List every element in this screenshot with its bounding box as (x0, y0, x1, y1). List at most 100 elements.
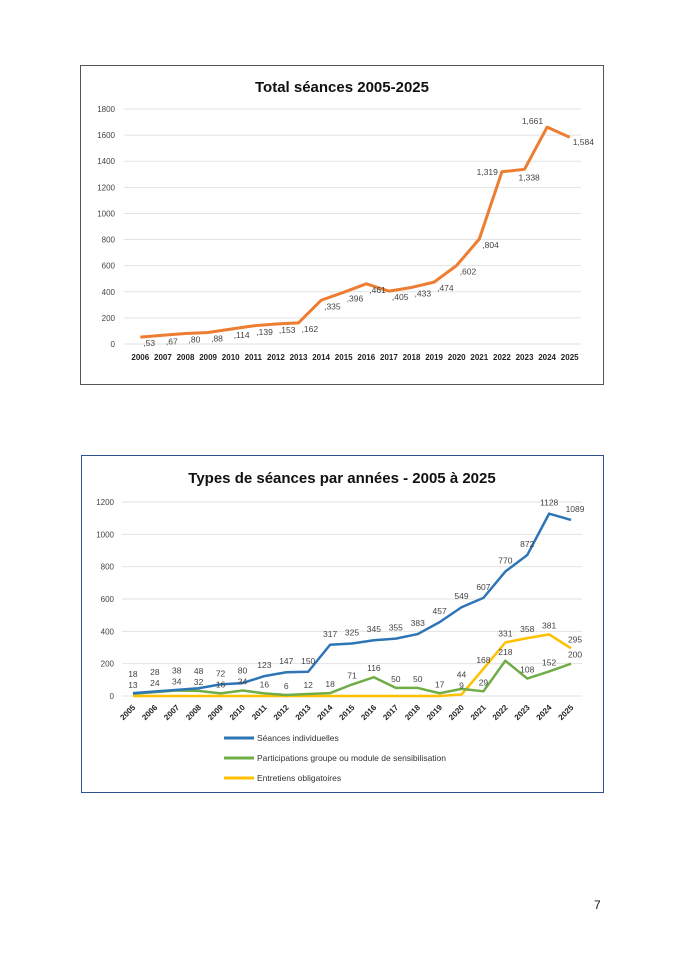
x-tick-label: 2011 (250, 703, 269, 722)
x-tick-label: 2025 (557, 703, 576, 722)
series-line-1 (132, 659, 572, 697)
data-label-seances-individuelles: 457 (433, 606, 447, 616)
x-tick-label: 2005 (118, 703, 137, 722)
y-tick-label: 800 (101, 563, 115, 572)
chart-title: Total séances 2005-2025 (255, 79, 429, 96)
y-tick-label: 1200 (97, 183, 115, 192)
x-tick-label: 2008 (177, 353, 195, 362)
data-label: ,153 (279, 325, 296, 335)
data-label: ,602 (460, 266, 477, 276)
data-label-seances-individuelles: 325 (345, 627, 359, 637)
data-label: 1,338 (519, 172, 541, 182)
data-label: ,67 (166, 336, 178, 346)
data-label-entretiens: 295 (568, 634, 582, 644)
data-label-participations: 34 (238, 677, 248, 687)
x-tick-label: 2017 (381, 703, 400, 722)
x-tick-label: 2013 (290, 353, 308, 362)
x-tick-label: 2013 (294, 703, 313, 722)
x-tick-label: 2020 (448, 353, 466, 362)
x-tick-label: 2011 (245, 353, 263, 362)
data-label-seances-individuelles: 383 (411, 618, 425, 628)
data-label: ,80 (189, 335, 201, 345)
page-number: 7 (594, 898, 601, 912)
types-seances-chart: Types de séances par années - 2005 à 202… (81, 455, 604, 793)
data-label-participations: 218 (498, 647, 512, 657)
data-label: ,53 (143, 338, 155, 348)
data-label-participations: 32 (194, 677, 204, 687)
x-tick-label: 2006 (131, 353, 149, 362)
data-label-participations: 152 (542, 657, 556, 667)
types-seances-svg: Types de séances par années - 2005 à 202… (96, 470, 585, 783)
data-label-participations: 34 (172, 677, 182, 687)
data-label-seances-individuelles: 150 (301, 656, 315, 666)
x-tick-label: 2014 (312, 353, 330, 362)
x-tick-label: 2017 (380, 353, 398, 362)
series-line-total (140, 125, 571, 339)
data-label-seances-individuelles: 72 (216, 668, 226, 678)
x-tick-label: 2015 (337, 703, 356, 722)
x-tick-label: 2015 (335, 353, 353, 362)
y-tick-label: 1600 (97, 131, 115, 140)
data-label-participations: 108 (520, 665, 534, 675)
data-label-seances-individuelles: 28 (150, 667, 160, 677)
x-tick-label: 2006 (140, 703, 159, 722)
y-tick-label: 400 (101, 627, 115, 636)
x-tick-label: 2024 (535, 703, 554, 722)
legend-label: Entretiens obligatoires (257, 773, 341, 783)
x-tick-label: 2023 (513, 703, 532, 722)
x-tick-label: 2014 (316, 703, 335, 722)
data-label-seances-individuelles: 770 (498, 556, 512, 566)
legend-label: Participations groupe ou module de sensi… (257, 753, 446, 763)
x-tick-label: 2024 (538, 353, 556, 362)
data-label-seances-individuelles: 147 (279, 656, 293, 666)
y-tick-label: 400 (102, 288, 116, 297)
data-label: ,474 (437, 283, 454, 293)
data-label-participations: 16 (260, 679, 270, 689)
x-tick-label: 2021 (469, 703, 488, 722)
x-tick-label: 2007 (154, 353, 172, 362)
data-label-seances-individuelles: 872 (520, 539, 534, 549)
data-label-seances-individuelles: 1089 (566, 504, 585, 514)
data-label: ,162 (302, 324, 319, 334)
y-tick-label: 1800 (97, 105, 115, 114)
x-tick-label: 2020 (447, 703, 466, 722)
x-tick-label: 2022 (491, 703, 510, 722)
x-tick-label: 2007 (162, 703, 181, 722)
data-label-participations: 24 (150, 678, 160, 688)
data-label-seances-individuelles: 123 (257, 660, 271, 670)
data-label: 1,661 (522, 116, 544, 126)
data-label: ,139 (256, 327, 273, 337)
data-label: ,433 (415, 288, 432, 298)
data-label-seances-individuelles: 18 (128, 669, 138, 679)
data-label-participations: 50 (391, 674, 401, 684)
y-tick-label: 800 (102, 236, 116, 245)
data-label-seances-individuelles: 549 (454, 591, 468, 601)
x-tick-label: 2016 (357, 353, 375, 362)
data-label-seances-individuelles: 1128 (540, 498, 559, 508)
data-label-seances-individuelles: 80 (238, 666, 248, 676)
data-label-seances-individuelles: 607 (476, 582, 490, 592)
series-line-0 (132, 512, 572, 695)
data-label: ,405 (392, 292, 409, 302)
data-label: ,114 (234, 330, 250, 340)
data-label-entretiens: 168 (476, 655, 490, 665)
data-label: ,396 (347, 293, 364, 303)
x-tick-label: 2018 (403, 703, 422, 722)
x-tick-label: 2010 (228, 703, 247, 722)
x-tick-label: 2019 (425, 703, 444, 722)
x-tick-label: 2023 (516, 353, 534, 362)
y-tick-label: 1000 (96, 530, 114, 539)
data-label-entretiens: 381 (542, 620, 556, 630)
x-tick-label: 2016 (359, 703, 378, 722)
x-tick-label: 2025 (561, 353, 579, 362)
y-tick-label: 0 (111, 340, 116, 349)
data-label-entretiens: 9 (459, 681, 464, 691)
data-label-seances-individuelles: 48 (194, 666, 204, 676)
data-label-seances-individuelles: 317 (323, 629, 337, 639)
data-label-participations: 12 (303, 680, 313, 690)
x-tick-label: 2009 (206, 703, 225, 722)
x-tick-label: 2008 (184, 703, 203, 722)
data-label-seances-individuelles: 38 (172, 666, 182, 676)
y-tick-label: 600 (101, 595, 115, 604)
